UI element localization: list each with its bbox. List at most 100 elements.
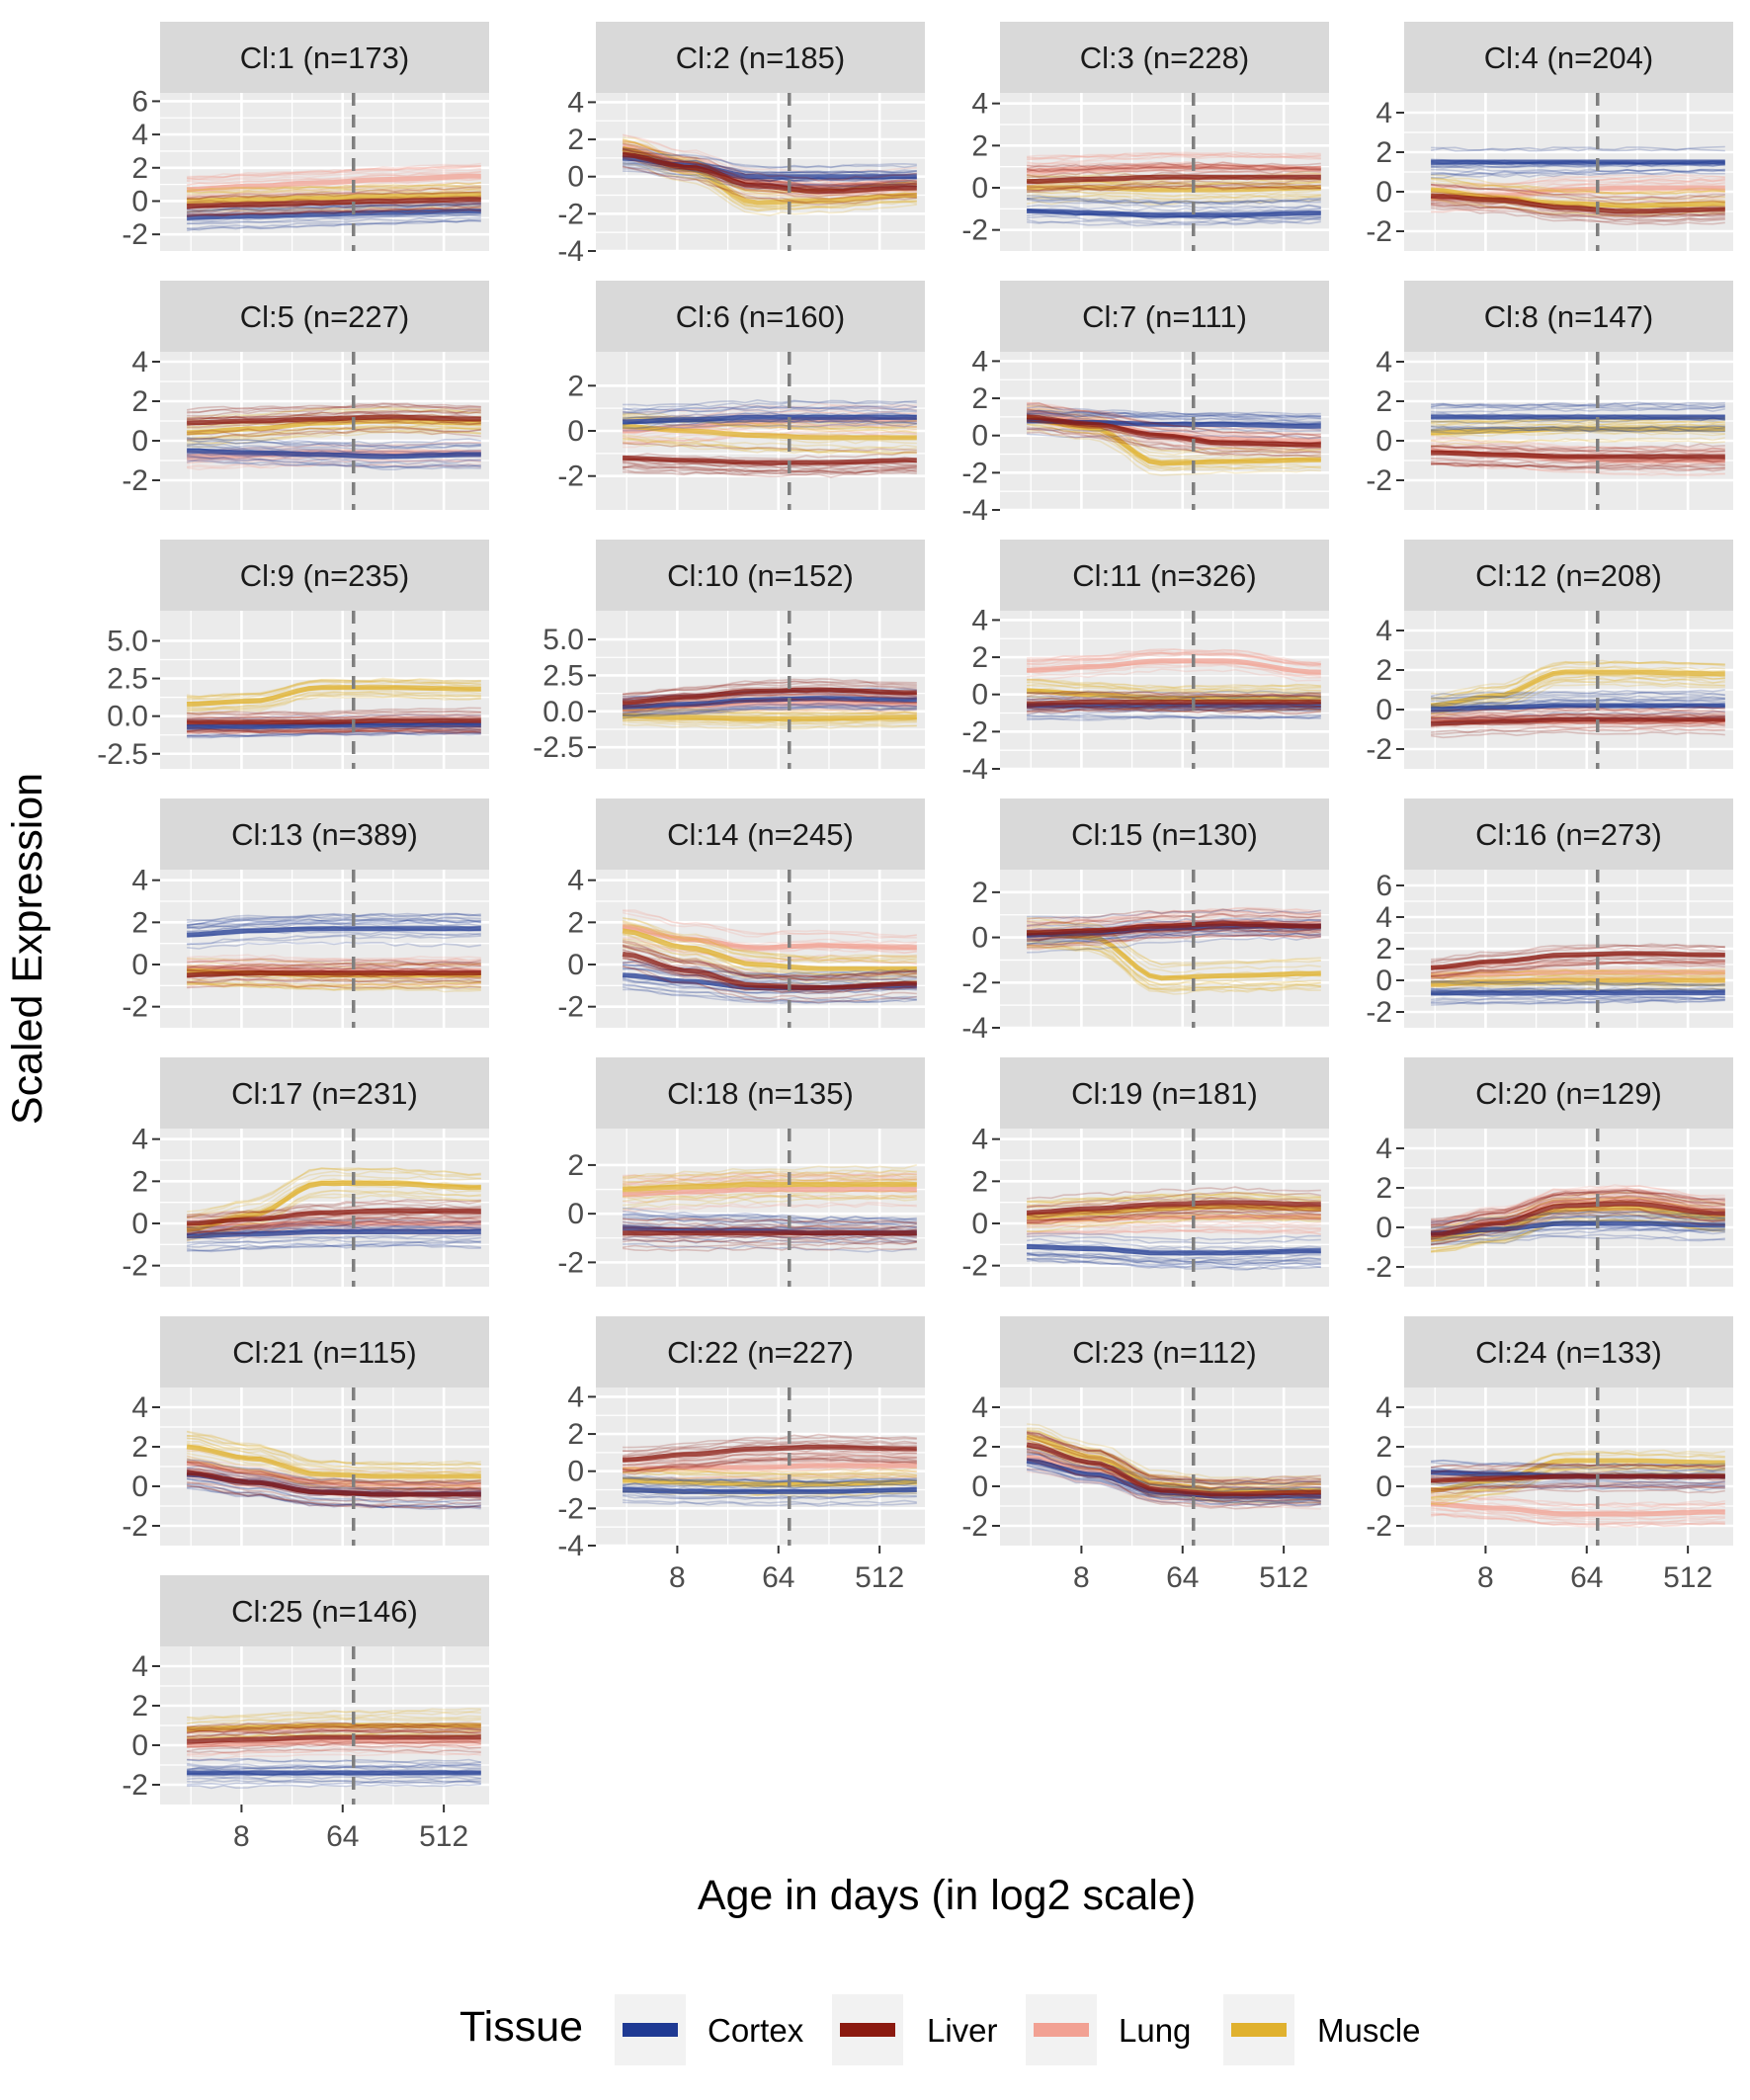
gene-line-muscle xyxy=(1026,190,1321,199)
gene-line-liver xyxy=(1431,459,1725,465)
facet-title: Cl:24 (n=133) xyxy=(1475,1335,1662,1370)
gene-line-cortex xyxy=(187,729,481,737)
gene-line-lung xyxy=(623,424,917,444)
gene-line-liver xyxy=(623,1439,917,1453)
gene-line-liver xyxy=(186,1461,481,1485)
gene-line-liver xyxy=(1027,1208,1321,1224)
gene-line-muscle xyxy=(187,431,481,449)
gene-line-cortex xyxy=(622,977,917,995)
gene-line-lung xyxy=(1430,436,1725,452)
gene-line-muscle xyxy=(1430,423,1725,431)
gene-line-lung xyxy=(1027,930,1321,948)
gene-line-muscle xyxy=(623,1468,917,1477)
gene-line-muscle xyxy=(622,1470,917,1479)
gene-line-cortex xyxy=(623,967,917,986)
gene-line-cortex xyxy=(186,202,481,212)
series-line-liver xyxy=(1430,951,1725,970)
series-line-lung xyxy=(1431,969,1725,978)
gene-line-liver xyxy=(1027,428,1321,458)
gene-line-cortex xyxy=(1026,199,1321,210)
gene-line-cortex xyxy=(622,976,917,994)
y-tick-label: -2 xyxy=(557,461,584,493)
gene-line-muscle xyxy=(623,437,917,455)
y-tick-label: 2.5 xyxy=(107,663,148,696)
series-line-liver xyxy=(1027,174,1321,185)
gene-line-muscle xyxy=(1431,1191,1725,1228)
gene-line-cortex xyxy=(623,1214,917,1223)
gene-line-cortex xyxy=(1431,428,1725,433)
gene-line-muscle xyxy=(623,1473,917,1481)
facet-panel: Cl:14 (n=245) 4 2 0 -2 xyxy=(557,798,925,1028)
gene-line-lung xyxy=(623,1171,917,1179)
gene-line-cortex xyxy=(1431,979,1725,987)
gene-line-lung xyxy=(1027,1227,1321,1235)
gene-line-cortex xyxy=(187,216,481,225)
gene-line-muscle xyxy=(1027,1430,1321,1482)
y-tick-label: 0 xyxy=(971,922,988,955)
facet-strip xyxy=(1404,798,1733,870)
gene-line-muscle xyxy=(622,922,917,963)
gene-line-muscle xyxy=(1431,674,1725,711)
gene-line-cortex xyxy=(1431,427,1725,435)
gene-line-liver xyxy=(1430,1199,1725,1232)
gene-line-muscle xyxy=(1430,1469,1725,1502)
facet-panel: Cl:17 (n=231) 4 2 0 -2 xyxy=(122,1057,489,1287)
gene-line-muscle xyxy=(1026,1429,1321,1486)
gene-line-liver xyxy=(1431,445,1725,453)
gene-line-liver xyxy=(187,1461,481,1490)
gene-line-muscle xyxy=(623,706,917,715)
gene-line-lung xyxy=(1026,650,1321,666)
gene-line-cortex xyxy=(187,1483,481,1508)
gene-line-cortex xyxy=(1027,412,1321,420)
gene-line-liver xyxy=(1026,1450,1321,1503)
y-tick-label: 4 xyxy=(971,1391,988,1424)
gene-line-cortex xyxy=(623,704,917,717)
gene-line-muscle xyxy=(187,425,481,442)
facet-strip xyxy=(596,798,925,870)
series-line-lung xyxy=(1430,1501,1725,1517)
gene-line-liver xyxy=(1431,722,1725,735)
gene-trajectories xyxy=(622,1164,918,1253)
gene-line-cortex xyxy=(1026,216,1321,225)
facet-panel: Cl:25 (n=146) 4 2 0 -2 8 64 512 xyxy=(122,1575,489,1853)
gene-line-cortex xyxy=(622,1480,917,1487)
series-line-cortex xyxy=(623,1487,917,1494)
gene-line-lung xyxy=(187,1751,481,1761)
gene-line-cortex xyxy=(187,219,481,231)
gene-line-lung xyxy=(186,727,481,734)
gene-line-liver xyxy=(1430,1191,1725,1223)
gene-line-cortex xyxy=(187,731,481,737)
gene-line-cortex xyxy=(187,1220,481,1230)
gene-line-cortex xyxy=(1027,1257,1321,1271)
gene-line-muscle xyxy=(623,933,917,978)
gene-line-liver xyxy=(1430,1207,1725,1240)
gene-line-muscle xyxy=(622,939,917,976)
gene-line-liver xyxy=(1027,692,1321,701)
gene-line-liver xyxy=(186,1728,481,1734)
gene-line-liver xyxy=(187,1724,481,1731)
gene-line-cortex xyxy=(623,407,917,414)
gene-line-lung xyxy=(1027,1221,1321,1228)
gene-line-liver xyxy=(1027,1433,1321,1482)
gene-line-liver xyxy=(622,1223,917,1231)
gene-line-cortex xyxy=(187,1758,481,1764)
gene-line-muscle xyxy=(1027,946,1321,991)
gene-line-liver xyxy=(1027,709,1321,714)
gene-line-lung xyxy=(187,961,481,970)
facet-strip xyxy=(1000,540,1329,611)
series-line-liver xyxy=(1430,1201,1725,1238)
gene-line-muscle xyxy=(187,182,481,194)
gene-line-liver xyxy=(1431,445,1725,454)
y-tick-label: 0 xyxy=(567,1198,584,1230)
gene-line-cortex xyxy=(622,963,917,981)
series-line-lung xyxy=(186,1460,481,1487)
gene-line-liver xyxy=(186,725,481,733)
gene-line-lung xyxy=(187,976,481,983)
gene-line-liver xyxy=(1431,1189,1725,1220)
facet-strip xyxy=(1000,1057,1329,1129)
y-tick-label: 2 xyxy=(567,906,584,939)
gene-line-muscle xyxy=(187,679,481,702)
gene-line-muscle xyxy=(622,938,917,977)
facet-title: Cl:17 (n=231) xyxy=(231,1076,418,1111)
gene-line-lung xyxy=(186,1470,481,1493)
